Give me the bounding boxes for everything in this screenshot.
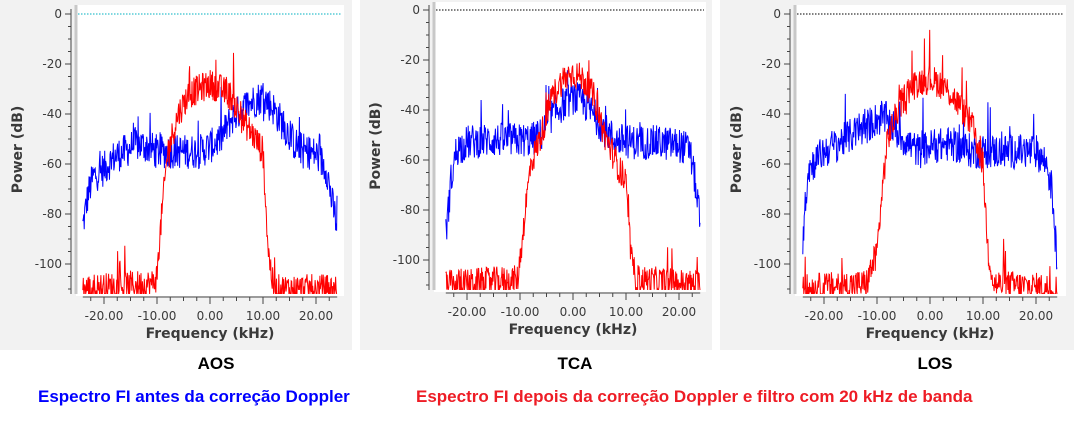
x-tick-label: 0.00 — [560, 305, 587, 319]
y-tick-label: 0 — [412, 3, 420, 17]
legend-caption-after: Espectro FI depois da correção Doppler e… — [416, 387, 973, 406]
x-axis-label: Frequency (kHz) — [146, 326, 275, 342]
y-tick-label: 0 — [773, 7, 781, 21]
x-tick-label: 10.00 — [966, 309, 1000, 323]
y-tick-label: -40 — [42, 107, 62, 121]
y-tick-label: -60 — [42, 157, 62, 171]
panel-aos: 0 -20 -40 -60 -80 -100 Power (dB) -20.00 -10.00 0… — [0, 0, 352, 350]
x-axis-label: Frequency (kHz) — [866, 326, 995, 342]
x-tick-label: -20.00 — [448, 305, 487, 319]
legend-caption-before: Espectro FI antes da correção Doppler — [38, 387, 350, 406]
plot-floor — [795, 294, 1066, 296]
x-tick-label: -20.00 — [805, 309, 844, 323]
y-tick-label: -20 — [42, 57, 62, 71]
y-tick-label: -100 — [754, 257, 781, 271]
y-tick-label: -80 — [42, 207, 62, 221]
panel-los: 0 -20 -40 -60 -80 -100 Power (dB) -20.00 -10.00 0… — [720, 0, 1074, 350]
y-tick-label: -100 — [35, 257, 62, 271]
y-tick-label: -20 — [400, 53, 420, 67]
x-tick-label: -20.00 — [85, 309, 124, 323]
x-tick-label: -10.00 — [858, 309, 897, 323]
x-axis-label: Frequency (kHz) — [509, 322, 638, 338]
x-tick-label: -10.00 — [138, 309, 177, 323]
series-after-correction — [445, 60, 701, 292]
panel-title-aos: AOS — [197, 354, 235, 373]
y-axis-label: Power (dB) — [729, 106, 745, 194]
x-tick-label: 0.00 — [197, 309, 224, 323]
y-tick-label: -80 — [761, 207, 781, 221]
panel-tca: 0 -20 -40 -60 -80 -100 Power (dB) -20.00 -10.00 0… — [360, 0, 712, 350]
y-tick-label: -80 — [400, 203, 420, 217]
series-after-correction — [802, 29, 1058, 296]
plot-floor — [434, 290, 706, 292]
x-tick-label: 20.00 — [299, 309, 333, 323]
y-tick-label: -60 — [761, 157, 781, 171]
y-tick-label: -20 — [761, 57, 781, 71]
y-axis-label: Power (dB) — [368, 102, 384, 190]
y-tick-label: 0 — [54, 7, 62, 21]
panel-title-tca: TCA — [557, 354, 593, 373]
x-tick-label: -10.00 — [501, 305, 540, 319]
series-before-correction — [802, 93, 1058, 270]
y-tick-label: -40 — [761, 107, 781, 121]
x-tick-label: 0.00 — [917, 309, 944, 323]
y-axis-label: Power (dB) — [10, 106, 26, 194]
panel-title-los: LOS — [917, 354, 953, 373]
x-tick-label: 20.00 — [1019, 309, 1053, 323]
y-tick-label: -60 — [400, 153, 420, 167]
plot-floor — [76, 294, 344, 296]
series-before-correction — [82, 83, 338, 231]
x-tick-label: 10.00 — [609, 305, 643, 319]
y-tick-label: -100 — [393, 253, 420, 267]
y-tick-label: -40 — [400, 103, 420, 117]
x-tick-label: 20.00 — [662, 305, 696, 319]
x-tick-label: 10.00 — [246, 309, 280, 323]
series-before-correction — [445, 70, 701, 240]
